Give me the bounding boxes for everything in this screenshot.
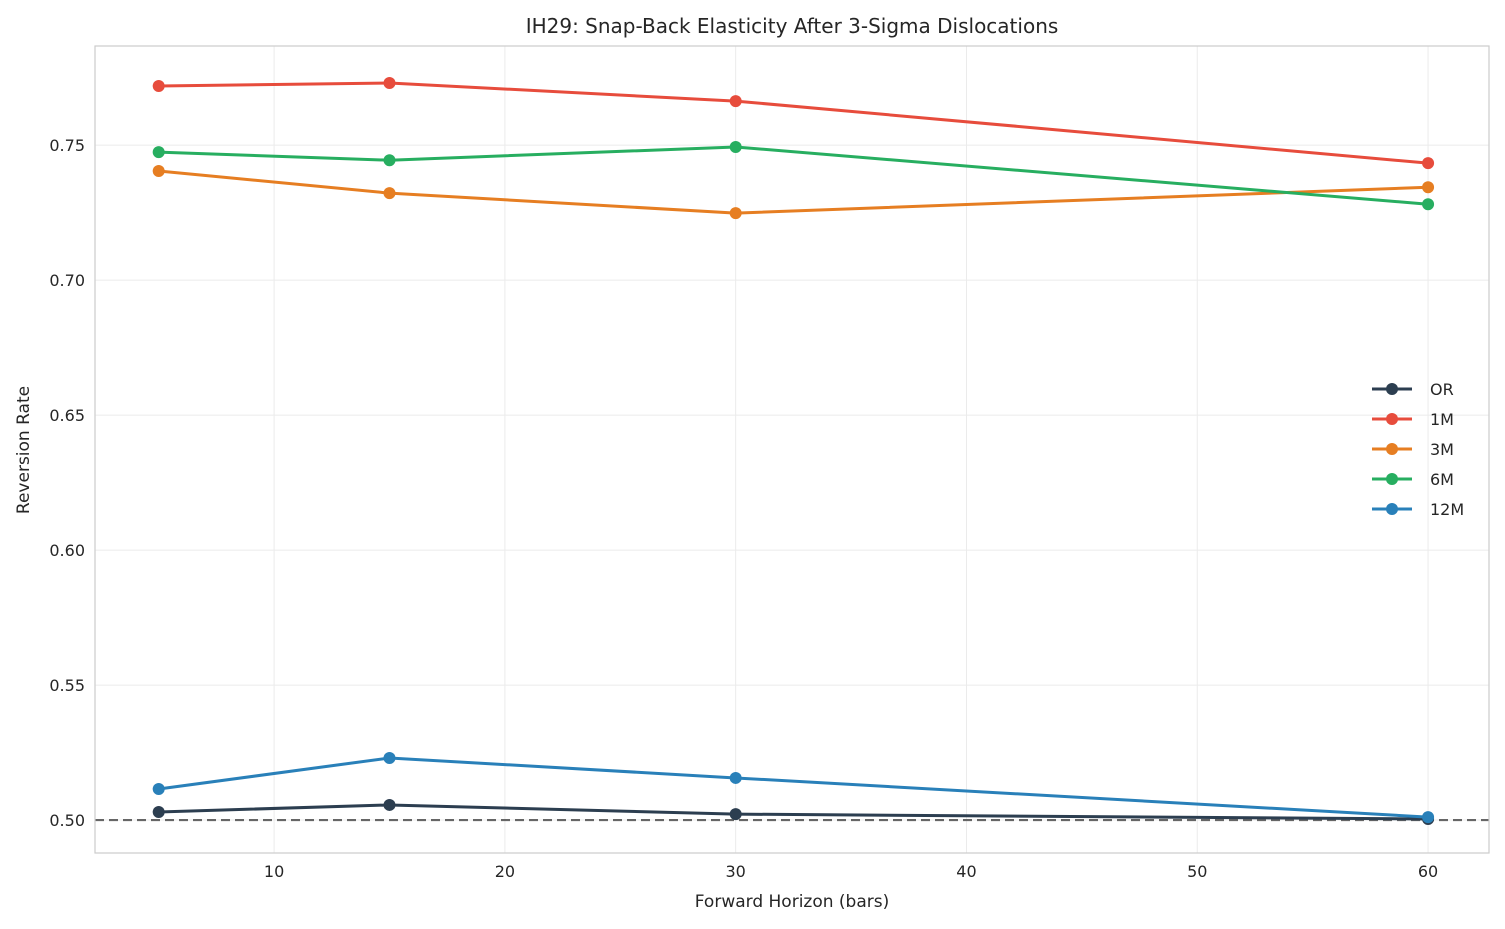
x-tick-label: 40 — [956, 862, 976, 881]
legend-label-3m: 3M — [1430, 440, 1454, 459]
x-tick-label: 20 — [495, 862, 515, 881]
data-point-12m — [152, 783, 165, 796]
data-point-3m — [152, 165, 165, 178]
series-group — [152, 76, 1435, 825]
legend: OR 1M 3M 6M 12M — [1372, 380, 1464, 519]
y-tick-label: 0.70 — [49, 271, 85, 290]
legend-label-12m: 12M — [1430, 500, 1464, 519]
grid — [95, 46, 1489, 853]
series-line-3m — [158, 169, 1429, 215]
data-point-12m — [729, 771, 742, 784]
data-point-12m — [383, 751, 396, 764]
y-ticks: 0.50 0.55 0.60 0.65 0.70 0.75 — [49, 136, 85, 830]
x-ticks: 10 20 30 40 50 60 — [264, 862, 1438, 881]
x-tick-label: 50 — [1187, 862, 1207, 881]
y-tick-label: 0.65 — [49, 406, 85, 425]
data-point-12m — [1422, 811, 1435, 824]
series-line-12m — [158, 756, 1429, 819]
x-tick-label: 10 — [264, 862, 284, 881]
series-line-1m — [158, 81, 1429, 165]
data-point-3m — [729, 207, 742, 220]
y-tick-label: 0.60 — [49, 541, 85, 560]
data-point-6m — [729, 140, 742, 153]
legend-label-1m: 1M — [1430, 410, 1454, 429]
y-tick-label: 0.55 — [49, 676, 85, 695]
x-tick-label: 60 — [1418, 862, 1438, 881]
data-point-or — [152, 805, 165, 818]
data-point-or — [729, 808, 742, 821]
plot-frame — [94, 45, 1490, 854]
data-point-1m — [729, 95, 742, 108]
data-point-1m — [383, 76, 396, 89]
legend-marker-6m — [1386, 473, 1398, 485]
data-point-6m — [1422, 198, 1435, 211]
legend-label-6m: 6M — [1430, 470, 1454, 489]
legend-marker-1m — [1386, 413, 1398, 425]
data-point-6m — [383, 154, 396, 167]
y-axis-label: Reversion Rate — [14, 386, 34, 514]
data-point-1m — [1422, 157, 1435, 170]
data-point-6m — [152, 146, 165, 159]
series-line-6m — [158, 145, 1429, 206]
y-tick-label: 0.75 — [49, 136, 85, 155]
legend-marker-12m — [1386, 503, 1398, 515]
data-point-3m — [1422, 181, 1435, 194]
legend-marker-3m — [1386, 443, 1398, 455]
legend-label-or: OR — [1430, 380, 1454, 399]
legend-marker-or — [1386, 383, 1398, 395]
data-point-1m — [152, 79, 165, 92]
y-tick-label: 0.50 — [49, 811, 85, 830]
data-point-3m — [383, 187, 396, 200]
x-tick-label: 30 — [726, 862, 746, 881]
x-axis-label: Forward Horizon (bars) — [695, 892, 890, 912]
chart-title: IH29: Snap-Back Elasticity After 3-Sigma… — [526, 14, 1059, 38]
series-line-or — [158, 803, 1429, 821]
data-point-or — [383, 798, 396, 811]
